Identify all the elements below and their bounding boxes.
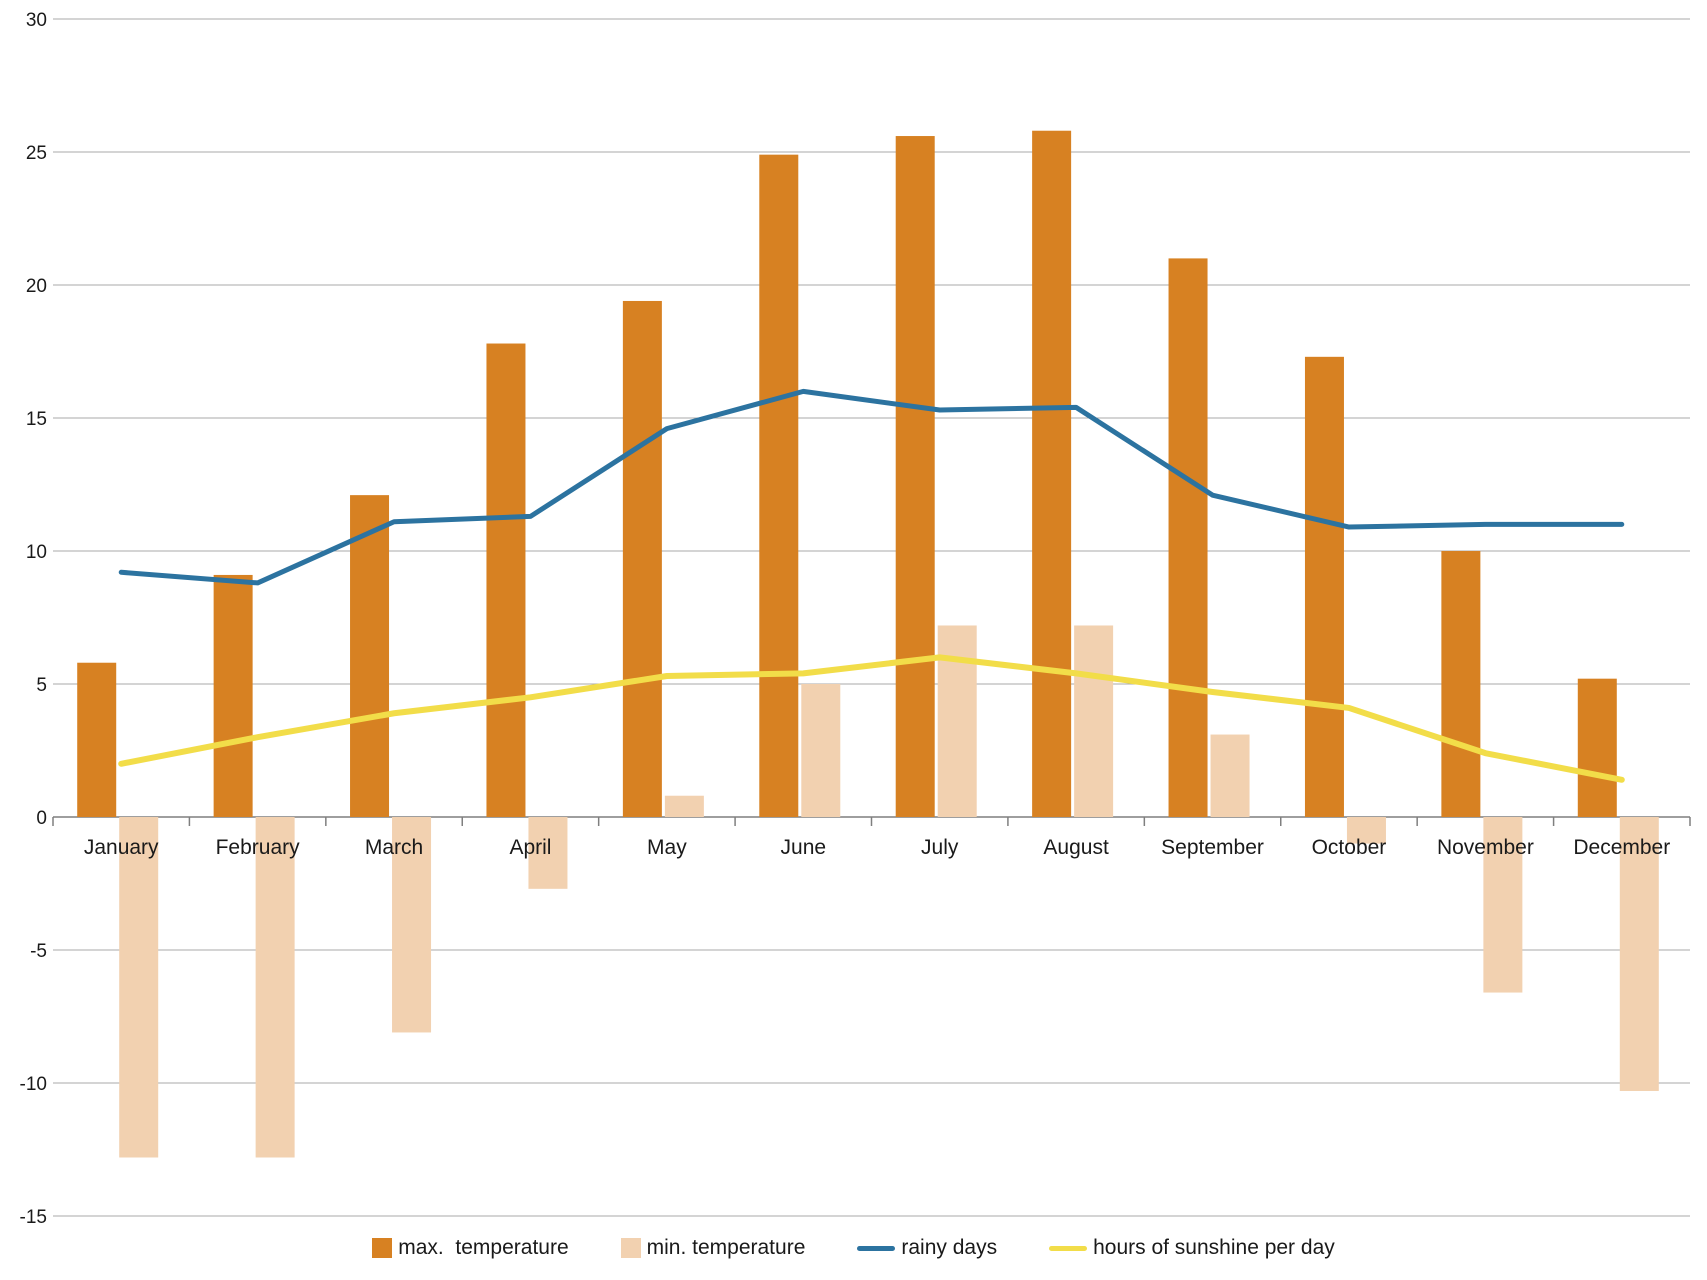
- y-axis-label-5: 5: [36, 675, 47, 696]
- y-axis-label-10: 10: [26, 542, 47, 563]
- x-axis-label-april: April: [509, 836, 551, 859]
- bar-max-temperature-august[interactable]: [1032, 130, 1072, 818]
- legend-item-rainy-days[interactable]: rainy days: [857, 1236, 997, 1260]
- bar-min-temperature-september[interactable]: [1210, 734, 1250, 817]
- bar-min-temperature-august[interactable]: [1074, 625, 1114, 817]
- bar-min-temperature-april[interactable]: [528, 817, 568, 889]
- bar-min-temperature-february[interactable]: [255, 817, 295, 1158]
- line-hours-of-sunshine-per-day[interactable]: [118, 654, 1625, 783]
- bar-max-temperature-april[interactable]: [486, 343, 526, 817]
- y-axis-label--5: -5: [30, 941, 47, 962]
- x-axis-label-june: June: [781, 836, 827, 859]
- bar-max-temperature-november[interactable]: [1441, 551, 1481, 817]
- bar-max-temperature-march[interactable]: [350, 495, 390, 817]
- legend-item-hours-of-sunshine-per-day[interactable]: hours of sunshine per day: [1049, 1236, 1335, 1260]
- bar-min-temperature-january[interactable]: [119, 817, 159, 1158]
- y-axis-label-0: 0: [36, 808, 47, 829]
- bar-min-temperature-november[interactable]: [1483, 817, 1523, 993]
- y-axis-label--10: -10: [20, 1074, 47, 1095]
- bar-max-temperature-may[interactable]: [622, 300, 662, 818]
- x-axis-label-july: July: [921, 836, 959, 859]
- bar-max-temperature-july[interactable]: [895, 136, 935, 818]
- x-axis-label-november: November: [1437, 836, 1534, 859]
- legend-line-swatch-rainy-days: [857, 1245, 896, 1251]
- bar-min-temperature-july[interactable]: [937, 625, 977, 817]
- x-axis-label-may: May: [647, 836, 687, 859]
- bar-max-temperature-december[interactable]: [1577, 678, 1617, 817]
- legend-square-swatch-min-temperature: [620, 1238, 641, 1258]
- legend-item-max-temperature[interactable]: max. temperature: [372, 1236, 569, 1260]
- y-axis-label-25: 25: [26, 143, 47, 164]
- line-rainy-days[interactable]: [118, 388, 1625, 586]
- bar-min-temperature-june[interactable]: [801, 684, 841, 817]
- bar-max-temperature-october[interactable]: [1304, 356, 1344, 817]
- y-axis-label--15: -15: [20, 1207, 47, 1228]
- legend-item-min-temperature[interactable]: min. temperature: [620, 1236, 806, 1260]
- x-axis-label-october: October: [1312, 836, 1387, 859]
- bar-max-temperature-february[interactable]: [213, 574, 253, 817]
- y-axis-label-30: 30: [26, 10, 47, 31]
- legend-line-swatch-hours-of-sunshine-per-day: [1049, 1245, 1088, 1251]
- x-axis-label-january: January: [84, 836, 159, 859]
- legend-label: hours of sunshine per day: [1093, 1236, 1335, 1259]
- x-axis-label-september: September: [1161, 836, 1264, 859]
- y-axis-label-20: 20: [26, 276, 47, 297]
- x-axis-label-december: December: [1573, 836, 1670, 859]
- y-axis-label-15: 15: [26, 409, 47, 430]
- bar-max-temperature-september[interactable]: [1168, 258, 1208, 817]
- bar-max-temperature-january[interactable]: [77, 662, 117, 817]
- x-axis-label-february: February: [216, 836, 301, 859]
- legend-label: rainy days: [901, 1236, 998, 1259]
- legend: max. temperature min. temperature rainy da…: [0, 1236, 1707, 1260]
- legend-label: min. temperature: [646, 1236, 806, 1259]
- bar-min-temperature-march[interactable]: [392, 817, 432, 1033]
- bar-min-temperature-may[interactable]: [664, 795, 704, 817]
- bar-max-temperature-june[interactable]: [759, 154, 799, 817]
- legend-square-swatch-max-temperature: [372, 1238, 393, 1258]
- x-axis-label-august: August: [1043, 836, 1109, 859]
- x-axis-label-march: March: [365, 836, 423, 859]
- bar-min-temperature-october[interactable]: [1346, 817, 1386, 844]
- bar-min-temperature-december[interactable]: [1619, 817, 1659, 1091]
- legend-label: max. temperature: [398, 1236, 569, 1259]
